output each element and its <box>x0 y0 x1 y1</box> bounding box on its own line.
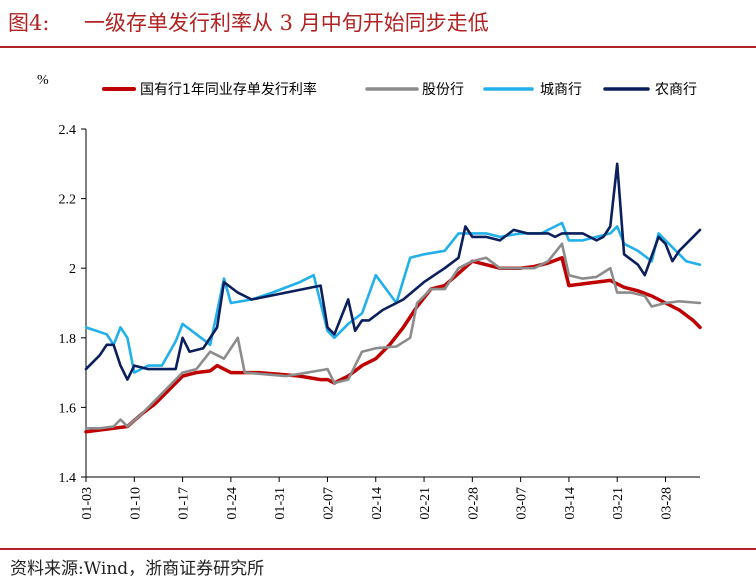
x-tick-label: 02-07 <box>321 487 336 520</box>
y-tick-label: 1.4 <box>59 471 77 486</box>
legend-label: 农商行 <box>655 82 697 98</box>
legend-label: 城商行 <box>540 82 582 98</box>
y-tick-label: 2.2 <box>59 193 77 208</box>
chart-legend: 国有行1年同业存单发行利率 股份行 城商行 农商行 <box>102 81 697 98</box>
line-chart: 国有行1年同业存单发行利率 股份行 城商行 农商行 % 1.4 1.6 1.8 2 2.2 2.… <box>37 73 702 520</box>
x-tick-label: 03-28 <box>660 487 675 520</box>
series-line <box>84 162 702 381</box>
chart-series <box>84 162 702 434</box>
y-axis-label: % <box>37 73 49 88</box>
x-tick-label: 01-03 <box>80 487 95 520</box>
y-tick-label: 2 <box>69 262 76 277</box>
x-tick-label: 01-17 <box>177 487 192 520</box>
x-tick-label: 03-07 <box>515 487 530 520</box>
x-tick-label: 01-24 <box>225 487 240 520</box>
x-tick-label: 02-14 <box>370 487 385 520</box>
figure-title-text: 一级存单发行利率从 3 月中旬开始同步走低 <box>84 11 489 35</box>
footer-divider <box>0 548 756 550</box>
x-tick-label: 03-14 <box>563 487 578 520</box>
series-line <box>84 242 702 430</box>
x-tick-label: 02-28 <box>466 487 481 520</box>
title-divider <box>0 46 756 48</box>
y-tick-label: 1.6 <box>59 401 77 416</box>
legend-label: 国有行1年同业存单发行利率 <box>140 81 317 98</box>
series-line <box>84 256 702 434</box>
x-tick-label: 01-31 <box>273 487 288 520</box>
y-tick-label: 1.8 <box>59 332 77 347</box>
series-line <box>84 221 702 374</box>
x-tick-label: 03-21 <box>611 487 626 520</box>
legend-label: 股份行 <box>422 82 464 98</box>
y-tick-label: 2.4 <box>59 123 77 138</box>
x-tick-label: 02-21 <box>418 487 433 520</box>
source-note: 资料来源:Wind，浙商证券研究所 <box>10 559 265 579</box>
figure-title: 图4: 一级存单发行利率从 3 月中旬开始同步走低 <box>8 4 489 42</box>
x-tick-label: 01-10 <box>128 487 143 520</box>
figure-label: 图4: <box>8 11 50 35</box>
chart-axes: 1.4 1.6 1.8 2 2.2 2.4 01-03 01-10 01-17 01-24 01-3… <box>59 123 700 520</box>
